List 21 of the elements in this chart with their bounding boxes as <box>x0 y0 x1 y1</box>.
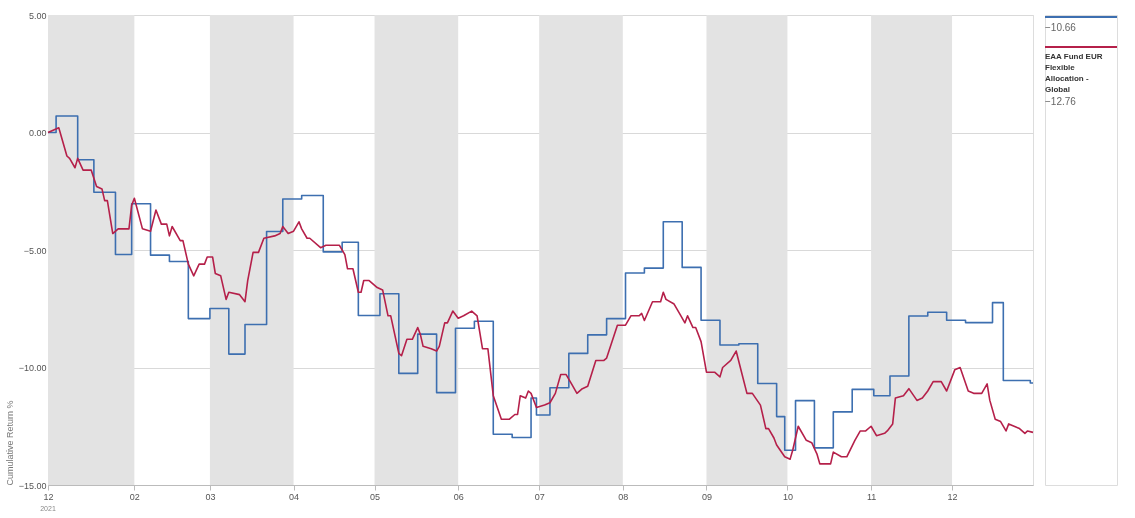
x-tick-label: 12 <box>947 491 958 502</box>
y-axis-title: Cumulative Return % <box>4 400 15 486</box>
x-tick-label: 09 <box>701 491 712 502</box>
x-tick-label: 04 <box>289 491 300 502</box>
x-tick-label: 06 <box>453 491 464 502</box>
x-tick-label: 02 <box>129 491 140 502</box>
text: −12.76 <box>1045 96 1077 107</box>
text: −10.66 <box>1045 22 1077 33</box>
x-tick-label: 08 <box>618 491 629 502</box>
x-tick-label: 11 <box>866 491 877 502</box>
x-tick-label: 03 <box>205 491 216 502</box>
y-tick-label: −5.00 <box>23 245 47 256</box>
x-tick-label: 10 <box>782 491 793 502</box>
y-tick-label: −10.00 <box>18 363 47 373</box>
x-tick-label: 12 <box>43 491 54 502</box>
x-tick-label: 07 <box>534 491 545 502</box>
y-tick-label: 0.00 <box>28 128 47 138</box>
text: EAA Fund EUR Flexible Allocation - Global <box>1045 52 1103 94</box>
x-tick-label: 05 <box>370 491 381 502</box>
y-tick-label: −15.00 <box>18 480 47 491</box>
y-tick-label: 5.00 <box>28 10 47 21</box>
